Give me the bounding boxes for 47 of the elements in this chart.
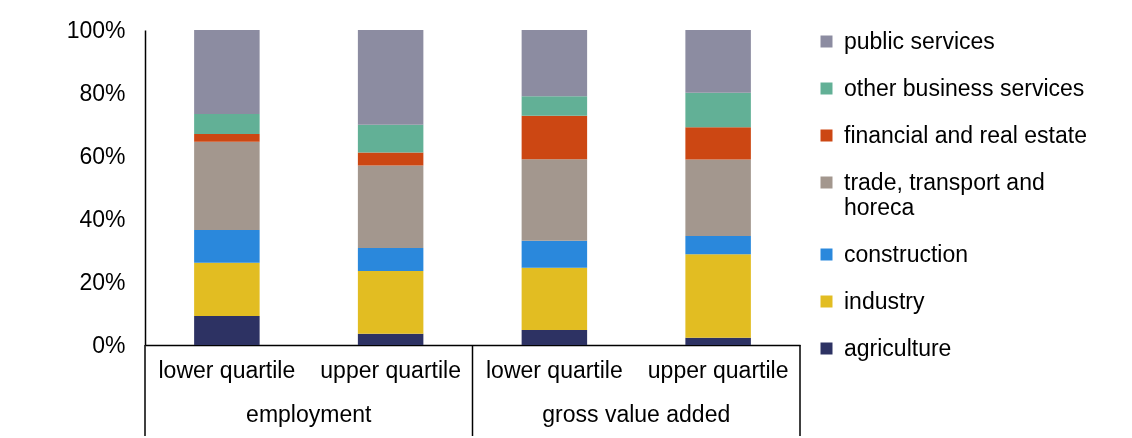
bar (685, 127, 751, 160)
bar (521, 115, 588, 160)
x-tick-label: lower quartile (158, 356, 296, 383)
bar (357, 247, 424, 271)
x-tick-label: upper quartile (320, 356, 461, 383)
bar (685, 337, 751, 345)
y-tick-label: 100% (66, 16, 126, 43)
legend-label: public services (844, 27, 995, 54)
bar (521, 30, 588, 97)
bar (521, 96, 588, 116)
text: gross value added (542, 401, 731, 427)
text: employment (246, 401, 372, 427)
bar (194, 262, 260, 317)
legend-label: trade, transport and horeca (844, 168, 1045, 220)
bar (357, 124, 424, 153)
y-tick-label: 60% (79, 142, 126, 169)
y-tick-label: 80% (79, 79, 126, 106)
y-tick-label: 40% (79, 205, 126, 232)
bar (685, 30, 751, 93)
bar (521, 329, 588, 345)
x-tick-label: upper quartile (647, 356, 789, 383)
legend-label: construction (844, 240, 969, 267)
bar (194, 316, 260, 345)
bar (194, 133, 260, 142)
bar (194, 141, 260, 231)
y-tick-label: 0% (92, 331, 126, 358)
bar (685, 159, 751, 237)
bar (194, 230, 260, 263)
bar (357, 333, 424, 345)
bar (521, 267, 588, 330)
legend-label: agriculture (844, 334, 952, 361)
legend-label: other business services (844, 74, 1085, 101)
x-tick-label: lower quartile (485, 356, 623, 383)
bar (357, 152, 424, 166)
bar (357, 165, 424, 248)
legend-label: industry (844, 287, 926, 314)
legend-label: financial and real estate (844, 121, 1087, 148)
y-tick-label: 20% (79, 268, 126, 295)
bar (685, 236, 751, 255)
bar (194, 114, 260, 134)
bar (685, 254, 751, 338)
bar (194, 30, 260, 115)
bar (357, 270, 424, 334)
bar (357, 30, 424, 125)
bar (521, 159, 588, 241)
bar (685, 92, 751, 128)
bar (521, 240, 588, 268)
